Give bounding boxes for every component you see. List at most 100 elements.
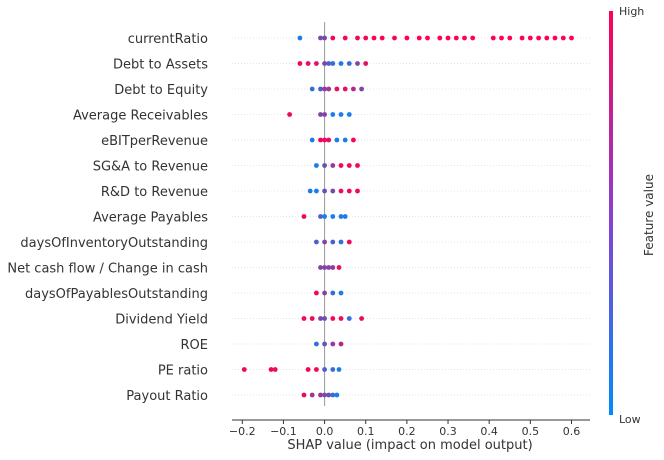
- x-tick-label: 0.2: [398, 425, 416, 438]
- feature-label: R&D to Revenue: [101, 185, 208, 200]
- shap-point: [527, 35, 533, 41]
- shap-point: [560, 35, 566, 41]
- x-tick-label: 0.6: [563, 425, 581, 438]
- shap-point: [322, 392, 327, 398]
- shap-point: [342, 214, 348, 219]
- shap-point: [268, 367, 274, 372]
- shap-point: [338, 341, 344, 347]
- colorbar-title: Feature value: [642, 174, 656, 256]
- shap-point: [314, 239, 319, 245]
- shap-point: [309, 316, 315, 321]
- shap-point: [241, 367, 247, 372]
- shap-point: [336, 367, 342, 372]
- shap-point: [314, 163, 319, 168]
- shap-point: [322, 341, 327, 347]
- shap-point: [326, 61, 332, 66]
- shap-point: [355, 163, 360, 168]
- shap-point: [346, 112, 352, 117]
- shap-point: [330, 61, 336, 66]
- shap-point: [363, 35, 369, 41]
- shap-point: [338, 112, 344, 117]
- feature-label: SG&A to Revenue: [93, 160, 208, 175]
- shap-point: [318, 112, 323, 117]
- x-tick-label: 0.5: [522, 425, 540, 438]
- shap-point: [346, 61, 352, 66]
- shap-point: [326, 137, 332, 143]
- shap-point: [314, 290, 319, 296]
- feature-label: Dividend Yield: [115, 313, 208, 328]
- shap-point: [416, 35, 422, 41]
- feature-label: Net cash flow / Change in cash: [7, 262, 208, 277]
- shap-point: [346, 239, 352, 245]
- shap-point: [346, 316, 352, 321]
- shap-point: [301, 214, 307, 219]
- shap-point: [322, 316, 327, 321]
- feature-label: ROE: [181, 338, 208, 353]
- shap-point: [445, 35, 451, 41]
- shap-point: [322, 137, 327, 143]
- shap-point: [301, 316, 307, 321]
- shap-point: [301, 392, 307, 398]
- colorbar: [609, 11, 613, 415]
- shap-point: [359, 86, 364, 92]
- shap-point: [326, 265, 332, 270]
- shap-point: [318, 316, 323, 321]
- feature-label: Average Receivables: [73, 109, 208, 124]
- shap-point: [314, 188, 319, 194]
- shap-point: [336, 265, 342, 270]
- shap-point: [499, 35, 504, 41]
- shap-point: [326, 86, 332, 92]
- feature-label: eBITperRevenue: [101, 134, 208, 149]
- shap-point: [334, 392, 340, 398]
- shap-point: [404, 35, 410, 41]
- shap-point: [330, 367, 336, 372]
- feature-label: currentRatio: [128, 32, 208, 47]
- shap-point: [338, 214, 344, 219]
- shap-point: [346, 163, 352, 168]
- shap-point: [305, 367, 311, 372]
- shap-point: [318, 392, 323, 398]
- shap-point: [334, 86, 340, 92]
- shap-point: [322, 265, 327, 270]
- shap-point: [318, 265, 323, 270]
- shap-point: [342, 86, 348, 92]
- shap-point: [322, 86, 327, 92]
- shap-point: [314, 367, 319, 372]
- shap-point: [519, 35, 525, 41]
- shap-point: [322, 112, 327, 117]
- shap-point: [322, 163, 327, 168]
- shap-point: [355, 188, 360, 194]
- shap-point: [326, 392, 332, 398]
- shap-point: [425, 35, 430, 41]
- shap-point: [322, 35, 327, 41]
- shap-point: [338, 316, 344, 321]
- feature-label: daysOfInventoryOutstanding: [20, 236, 208, 251]
- x-tick-label: 0.3: [439, 425, 457, 438]
- shap-point: [371, 35, 377, 41]
- feature-label: PE ratio: [158, 364, 208, 379]
- shap-point: [318, 86, 323, 92]
- shap-point: [453, 35, 459, 41]
- shap-point: [318, 137, 323, 143]
- shap-point: [314, 61, 319, 66]
- shap-point: [342, 137, 348, 143]
- shap-point: [330, 239, 336, 245]
- shap-point: [330, 316, 336, 321]
- shap-point: [536, 35, 541, 41]
- shap-point: [314, 341, 319, 347]
- x-tick-label: 0.1: [357, 425, 375, 438]
- feature-label: daysOfPayablesOutstanding: [25, 287, 208, 302]
- feature-label: Average Payables: [93, 211, 208, 226]
- shap-point: [330, 290, 336, 296]
- shap-point: [322, 367, 327, 372]
- shap-point: [309, 392, 315, 398]
- shap-point: [470, 35, 476, 41]
- x-tick-label: −0.1: [270, 425, 297, 438]
- feature-rows: currentRatio Debt to Assets Debt to Equity…: [7, 32, 208, 404]
- shap-point: [363, 61, 369, 66]
- colorbar-high-label: High: [619, 5, 644, 18]
- shap-point: [338, 290, 344, 296]
- shap-point: [338, 239, 344, 245]
- shap-point: [351, 137, 356, 143]
